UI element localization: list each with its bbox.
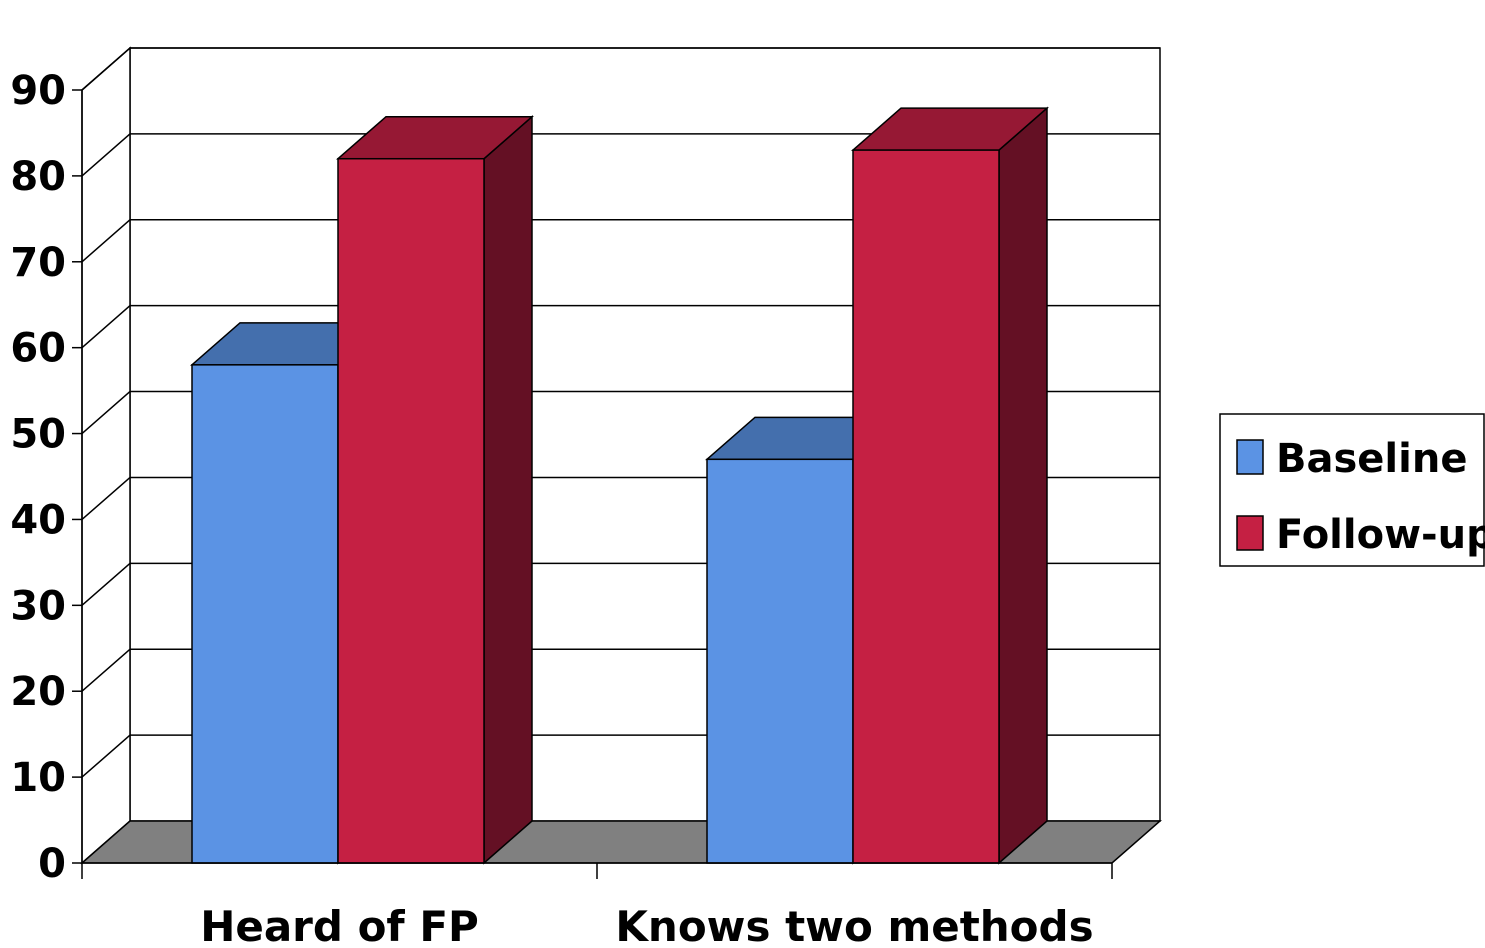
- gridline: [81, 47, 1160, 91]
- gridline: [81, 219, 1160, 263]
- x-category-label-1: Knows two methods: [615, 902, 1093, 948]
- legend-label-follow-up: Follow-up: [1276, 512, 1485, 558]
- y-tick-label: 10: [10, 755, 66, 801]
- y-tick-label: 80: [10, 154, 66, 200]
- y-tick-label: 60: [10, 326, 66, 372]
- y-tick-labels: 0 10 20 30 40 50 60 70 80 90: [10, 68, 66, 887]
- bar-follow-up-1: [851, 106, 1049, 865]
- y-tick-label: 40: [10, 497, 66, 543]
- axes: [72, 89, 1113, 879]
- legend-swatch-follow-up: [1236, 515, 1264, 551]
- x-category-label-0: Heard of FP: [200, 902, 479, 948]
- gridline: [81, 390, 1160, 435]
- y-tick-label: 30: [10, 583, 66, 629]
- y-tick-label: 0: [38, 841, 66, 887]
- y-tick-label: 70: [10, 240, 66, 286]
- legend-label-baseline: Baseline: [1276, 436, 1467, 482]
- legend-box: [1219, 413, 1485, 567]
- x-category-labels: Heard of FP Knows two methods: [200, 902, 1093, 948]
- legend-swatch-baseline: [1236, 439, 1264, 475]
- gridline: [81, 304, 1160, 349]
- bars: [190, 106, 1049, 865]
- y-tick-label: 50: [10, 412, 66, 458]
- y-tick-label: 90: [10, 68, 66, 114]
- gridline: [81, 133, 1160, 177]
- bar-follow-up-0: [336, 115, 534, 865]
- y-tick-label: 20: [10, 669, 66, 715]
- legend: Baseline Follow-up: [1219, 413, 1485, 567]
